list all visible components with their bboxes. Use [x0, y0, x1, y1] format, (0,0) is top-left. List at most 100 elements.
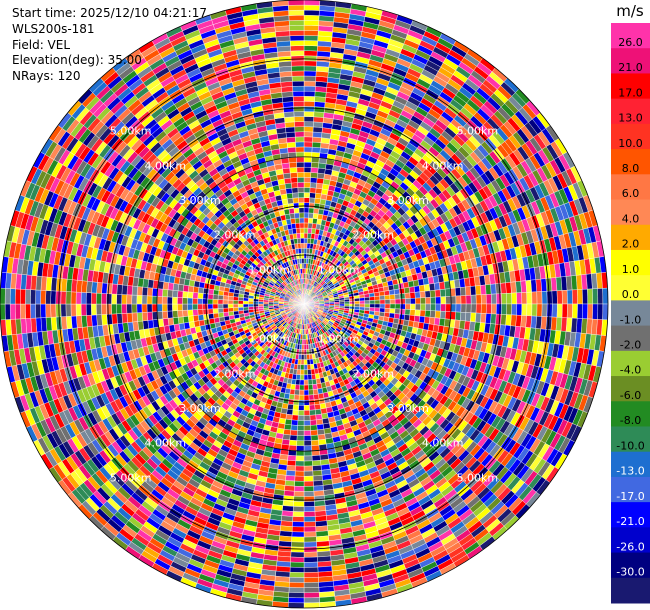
velocity-gate	[288, 444, 297, 451]
velocity-gate	[303, 111, 315, 117]
velocity-gate	[290, 561, 305, 568]
velocity-gate	[291, 531, 305, 538]
velocity-gate	[399, 303, 406, 310]
velocity-gate	[303, 491, 315, 497]
velocity-gate	[303, 217, 309, 224]
velocity-gate	[521, 303, 528, 316]
velocity-gate	[602, 303, 609, 321]
velocity-gate	[566, 303, 573, 319]
velocity-gate	[303, 55, 318, 62]
velocity-gate	[291, 541, 305, 548]
velocity-gate	[303, 91, 316, 97]
velocity-gate	[303, 425, 311, 431]
velocity-gate	[313, 121, 324, 128]
velocity-gate	[384, 303, 391, 309]
velocity-gate	[379, 303, 386, 309]
velocity-gate	[293, 399, 300, 406]
velocity-gate	[315, 182, 324, 190]
velocity-gate	[541, 291, 548, 305]
velocity-gate	[460, 312, 467, 322]
velocity-gate	[510, 281, 517, 294]
velocity-gate	[511, 303, 517, 316]
velocity-gate	[561, 290, 568, 305]
velocity-gate	[303, 172, 312, 178]
velocity-gate	[303, 167, 312, 173]
velocity-gate	[490, 283, 497, 295]
velocity-gate	[551, 303, 558, 318]
velocity-gate	[303, 379, 309, 386]
velocity-gate	[303, 146, 313, 153]
velocity-gate	[284, 480, 295, 487]
velocity-gate	[309, 419, 317, 426]
velocity-gate	[368, 292, 375, 298]
velocity-gate	[450, 295, 457, 305]
velocity-gate	[418, 284, 426, 293]
velocity-gate	[359, 300, 365, 305]
velocity-gate	[577, 289, 583, 305]
velocity-gate	[307, 374, 313, 381]
velocity-gate	[496, 303, 502, 315]
velocity-gate	[303, 85, 316, 92]
velocity-gate	[369, 296, 376, 301]
velocity-gate	[299, 374, 305, 381]
velocity-gate	[394, 303, 401, 310]
velocity-gate	[393, 288, 400, 295]
velocity-gate	[303, 329, 306, 335]
velocity-gate	[285, 470, 296, 477]
velocity-gate	[314, 101, 326, 108]
velocity-gate	[445, 296, 452, 305]
velocity-gate	[310, 368, 316, 375]
velocity-gate	[536, 291, 543, 305]
velocity-gate	[303, 45, 318, 52]
velocity-gate	[444, 288, 451, 297]
velocity-gate	[303, 597, 320, 604]
velocity-gate	[314, 403, 321, 411]
velocity-gate	[420, 297, 426, 305]
velocity-gate	[384, 299, 391, 305]
velocity-gate	[409, 309, 416, 316]
velocity-gate	[311, 157, 320, 164]
velocity-gate	[300, 364, 305, 371]
velocity-gate	[592, 303, 599, 320]
velocity-gate	[410, 297, 416, 305]
velocity-gate	[296, 430, 305, 436]
velocity-gate	[303, 96, 316, 102]
velocity-gate	[303, 80, 316, 87]
velocity-gate	[440, 296, 447, 305]
velocity-gate	[308, 202, 315, 209]
velocity-gate	[425, 297, 431, 305]
velocity-gate	[311, 378, 317, 385]
velocity-gate	[516, 303, 523, 316]
velocity-gate	[389, 308, 396, 314]
velocity-gate	[303, 577, 319, 583]
velocity-gate	[309, 182, 317, 189]
velocity-gate	[303, 207, 310, 214]
velocity-gate	[303, 536, 317, 543]
velocity-gate	[410, 303, 416, 311]
velocity-gate	[561, 303, 568, 318]
velocity-gate	[364, 296, 370, 302]
velocity-gate	[597, 288, 604, 305]
velocity-gate	[298, 405, 305, 411]
velocity-gate	[303, 248, 308, 254]
velocity-gate	[408, 286, 416, 294]
velocity-gate	[313, 485, 324, 492]
velocity-gate	[303, 592, 320, 599]
velocity-gate	[450, 303, 457, 313]
velocity-gate	[296, 445, 305, 452]
velocity-gate	[413, 315, 421, 323]
velocity-gate	[303, 243, 308, 249]
velocity-gate	[470, 303, 477, 314]
velocity-gate	[354, 297, 360, 302]
velocity-gate	[284, 418, 293, 426]
velocity-gate	[292, 516, 305, 523]
velocity-gate	[303, 475, 314, 482]
velocity-gate	[306, 359, 311, 365]
velocity-gate	[306, 349, 310, 355]
velocity-gate	[439, 288, 446, 298]
velocity-gate	[284, 485, 295, 492]
velocity-gate	[415, 297, 421, 305]
velocity-gate	[313, 393, 320, 400]
velocity-gate	[354, 303, 360, 308]
